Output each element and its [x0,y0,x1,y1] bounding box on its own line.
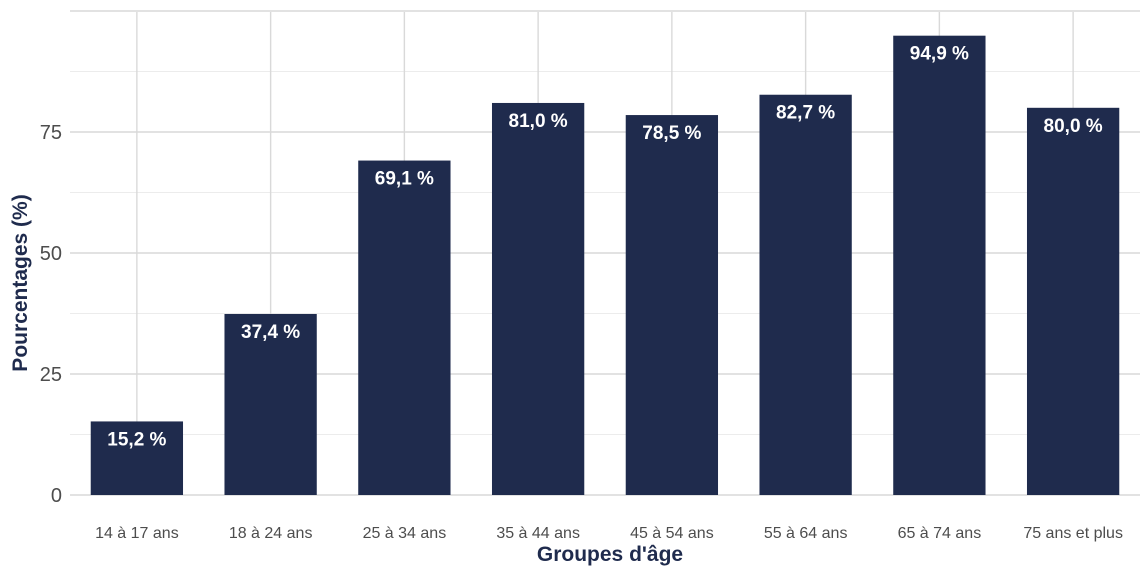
x-tick-label: 65 à 74 ans [898,525,982,542]
bar [759,94,852,496]
bar-value-label: 82,7 % [776,103,835,124]
bar [893,35,986,496]
bar [1026,107,1120,496]
y-axis-ticks: 0 25 50 75 [40,122,62,507]
bar [224,313,317,495]
bar [90,421,184,495]
x-axis-ticks: 14 à 17 ans 18 à 24 ans 25 à 34 ans 35 à 44… [95,525,1123,542]
x-tick-label: 55 à 64 ans [764,525,848,542]
bar-value-label: 80,0 % [1044,116,1103,137]
y-axis-title: Pourcentages (%) [9,194,32,371]
x-axis-title: Groupes d'âge [537,543,683,566]
bar-value-label: 78,5 % [642,123,701,144]
x-tick-label: 25 à 34 ans [363,525,447,542]
x-tick-label: 45 à 54 ans [630,525,714,542]
x-tick-label: 14 à 17 ans [95,525,179,542]
x-tick-label: 18 à 24 ans [229,525,313,542]
bars [90,35,1120,496]
y-tick-label: 50 [40,243,62,265]
bar [491,102,585,496]
bar-value-label: 15,2 % [107,429,166,450]
x-tick-label: 35 à 44 ans [496,525,580,542]
y-tick-label: 75 [40,122,62,144]
y-tick-label: 25 [40,364,62,386]
x-tick-label: 75 ans et plus [1023,525,1123,542]
bar [358,160,451,495]
bar-value-labels: 15,2 % 37,4 % 69,1 % 81,0 % 78,5 % 82,7 % 94,9… [107,44,1103,451]
bar [625,115,719,495]
bar-value-label: 94,9 % [910,44,969,65]
bar-value-label: 69,1 % [375,169,434,190]
bar-value-label: 81,0 % [509,111,568,132]
bar-value-label: 37,4 % [241,322,300,343]
y-tick-label: 0 [51,485,62,507]
